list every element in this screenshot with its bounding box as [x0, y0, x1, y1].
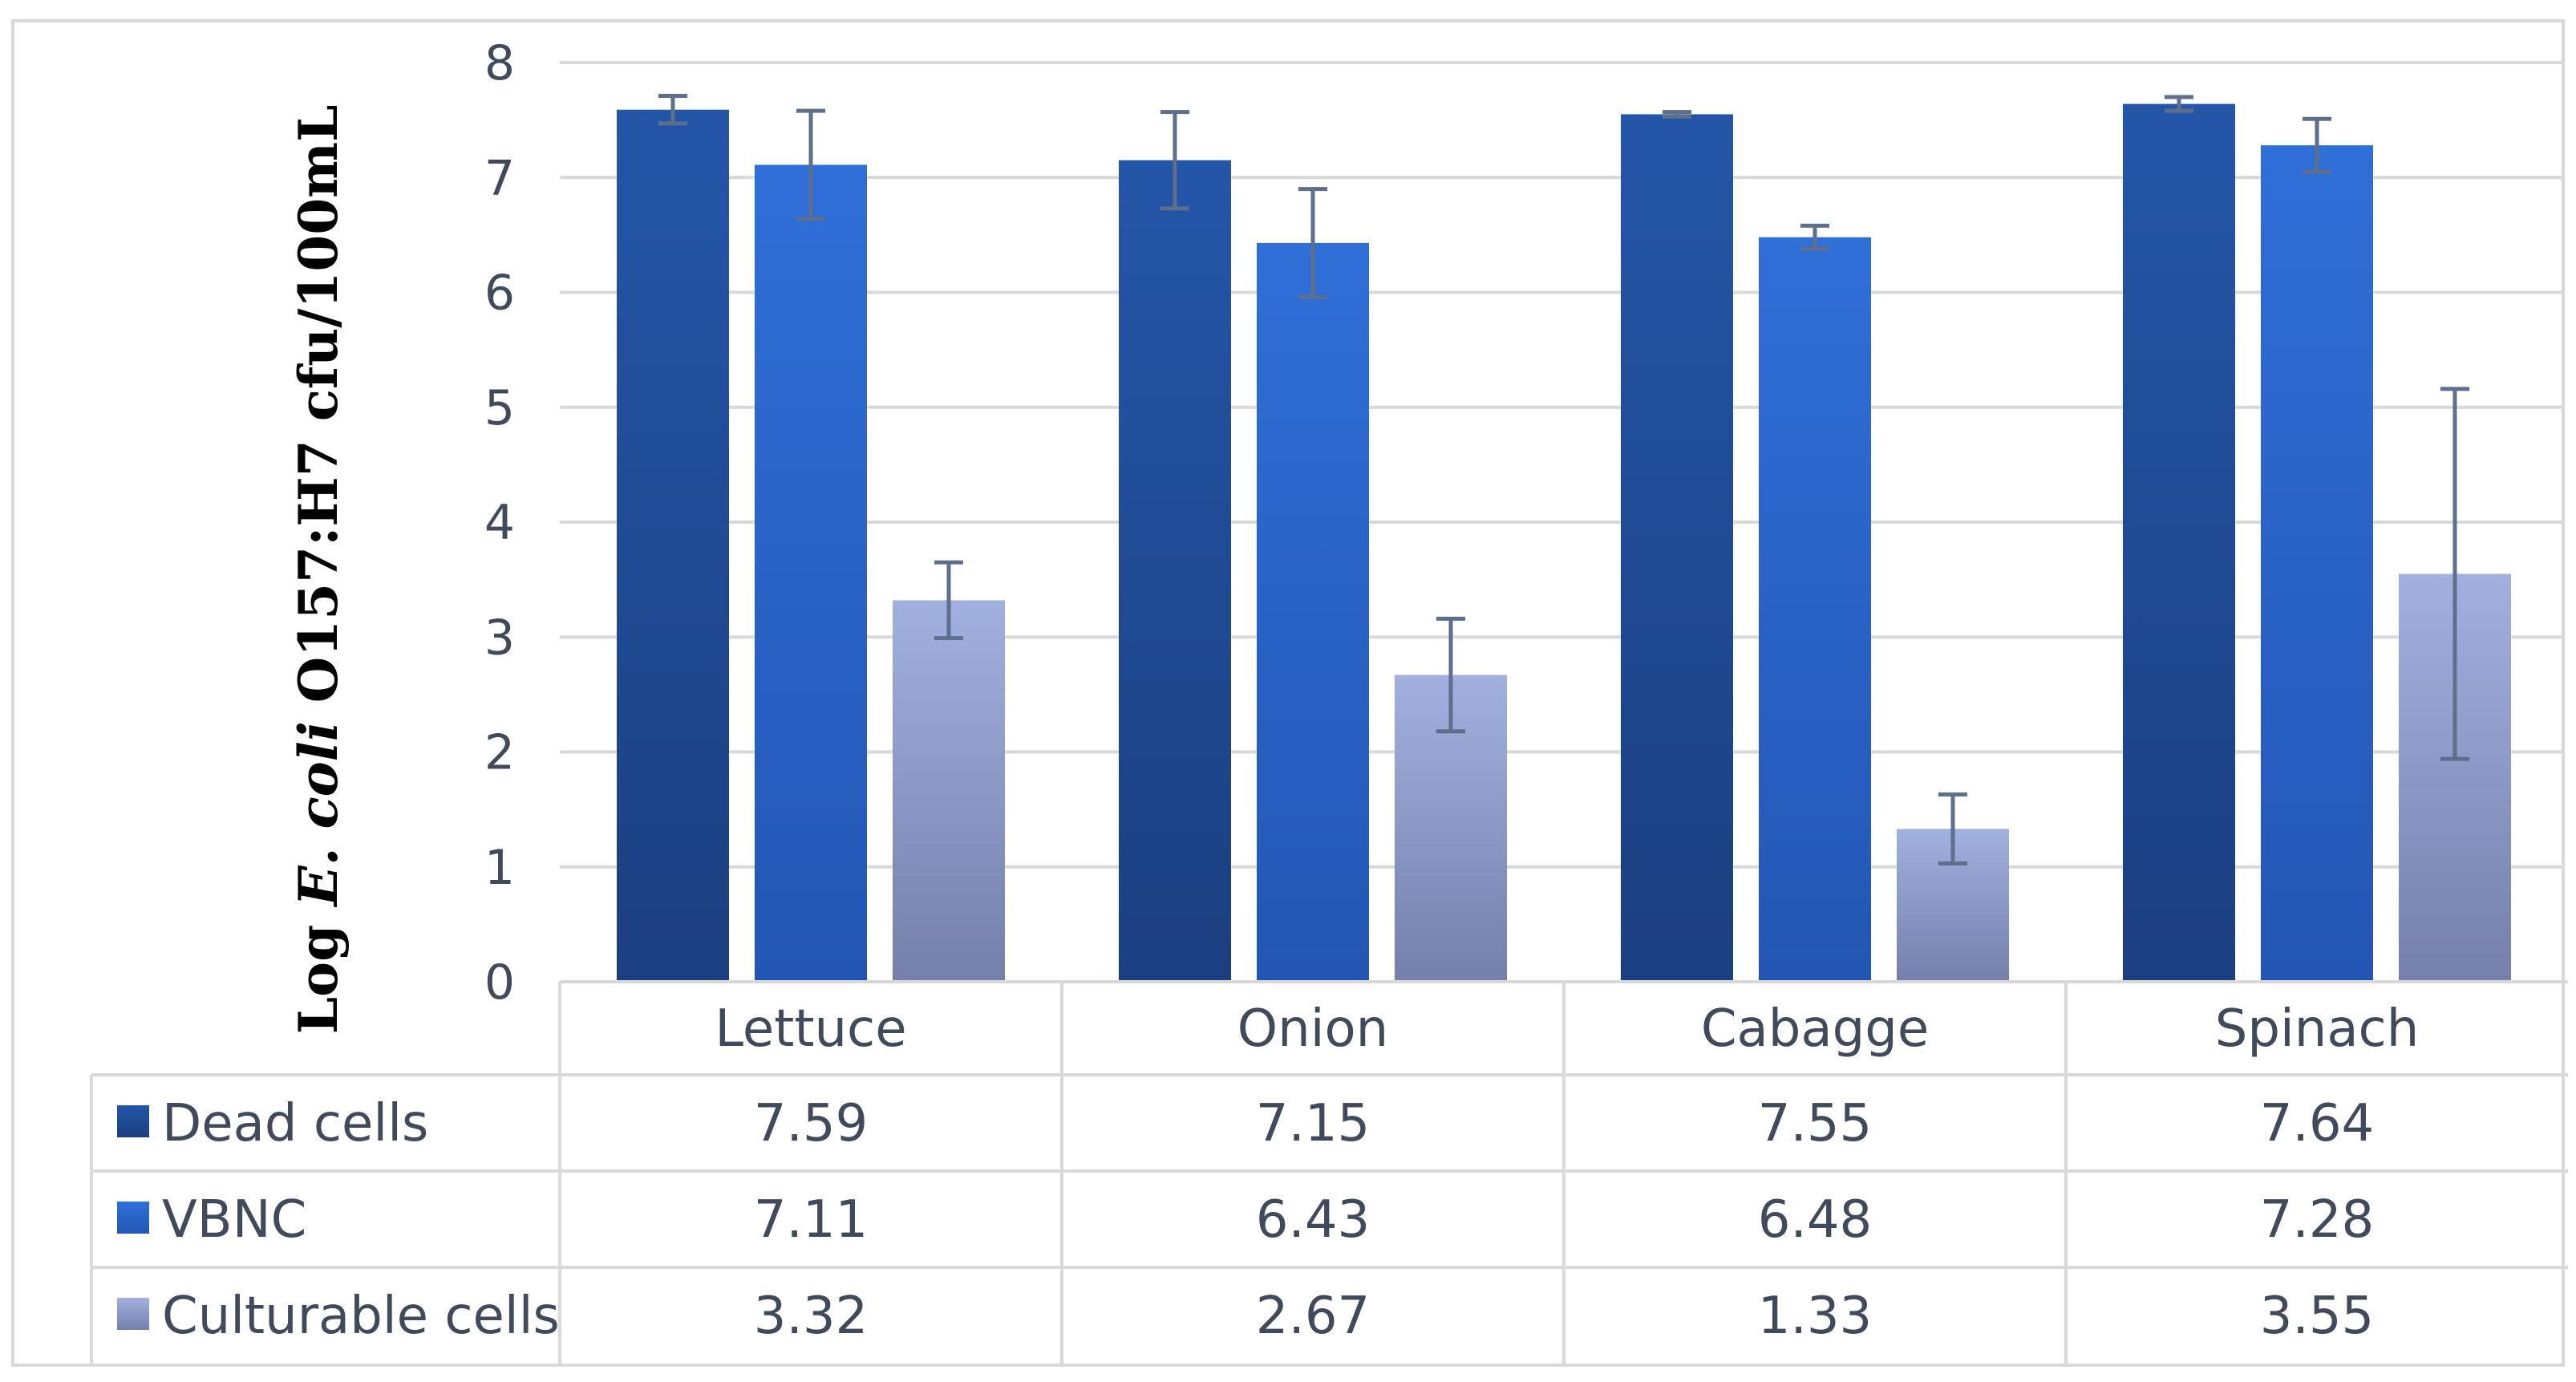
y-tick-label: 3 [484, 610, 515, 666]
bar-vbnc-lettuce [755, 164, 867, 982]
y-tick-label: 2 [484, 725, 515, 781]
data-label: 3.55 [2260, 1287, 2375, 1346]
y-tick-label: 6 [484, 265, 515, 322]
y-tick-label: 8 [484, 35, 515, 91]
legend-label: Dead cells [162, 1094, 428, 1153]
legend-label: Culturable cells [162, 1287, 560, 1346]
data-label: 7.59 [754, 1094, 869, 1153]
bar-vbnc-spinach [2261, 145, 2373, 982]
data-label: 6.43 [1256, 1190, 1371, 1250]
bar-vbnc-onion [1257, 242, 1369, 983]
y-axis-label-prefix: Log [287, 906, 350, 1035]
bar-vbnc-cabagge [1759, 237, 1871, 982]
data-label: 2.67 [1256, 1287, 1371, 1346]
bar-dead-cells-cabagge [1621, 114, 1733, 982]
legend-swatch [117, 1202, 149, 1234]
y-tick-label: 1 [484, 840, 515, 896]
bars [617, 103, 2511, 983]
y-tick-label: 5 [484, 380, 515, 436]
data-label: 7.28 [2260, 1190, 2375, 1250]
bar-dead-cells-lettuce [617, 109, 729, 982]
data-label: 1.33 [1758, 1287, 1873, 1346]
y-axis-label: Log E. coli O157:H7 cfu/100mL [287, 105, 350, 1035]
data-table: Lettuce Onion Cabagge Spinach Dead cells 7.59… [90, 980, 2568, 1364]
y-axis-label-suffix: O157:H7 cfu/100mL [287, 105, 350, 722]
chart-svg: 0 1 2 3 4 5 6 7 8 Lettuce Onion Cabagge Spinach Dead… [90, 35, 2568, 1364]
category-label: Onion [1237, 999, 1388, 1059]
y-axis-ticks: 0 1 2 3 4 5 6 7 8 [484, 35, 515, 1011]
category-label: Spinach [2215, 999, 2420, 1059]
bar-dead-cells-spinach [2123, 103, 2235, 982]
data-label: 3.32 [754, 1287, 869, 1346]
data-label: 7.11 [754, 1190, 869, 1250]
data-label: 7.64 [2260, 1094, 2375, 1153]
data-label: 7.55 [1758, 1094, 1873, 1153]
legend-swatch [117, 1298, 149, 1330]
chart-frame: 0 1 2 3 4 5 6 7 8 Lettuce Onion Cabagge Spinach Dead… [11, 19, 2568, 1367]
data-label: 6.48 [1758, 1190, 1873, 1250]
y-tick-label: 4 [484, 495, 515, 551]
bar-dead-cells-onion [1119, 160, 1231, 983]
y-axis-label-italic: E. coli [287, 721, 350, 908]
y-tick-label: 0 [484, 954, 515, 1011]
error-bars [658, 94, 2469, 865]
legend-label: VBNC [162, 1190, 306, 1250]
bar-culturable-cells-lettuce [893, 600, 1005, 982]
category-label: Lettuce [715, 999, 906, 1059]
y-tick-label: 7 [484, 150, 515, 206]
category-label: Cabagge [1701, 999, 1929, 1059]
data-label: 7.15 [1256, 1094, 1371, 1153]
legend-swatch [117, 1105, 149, 1137]
